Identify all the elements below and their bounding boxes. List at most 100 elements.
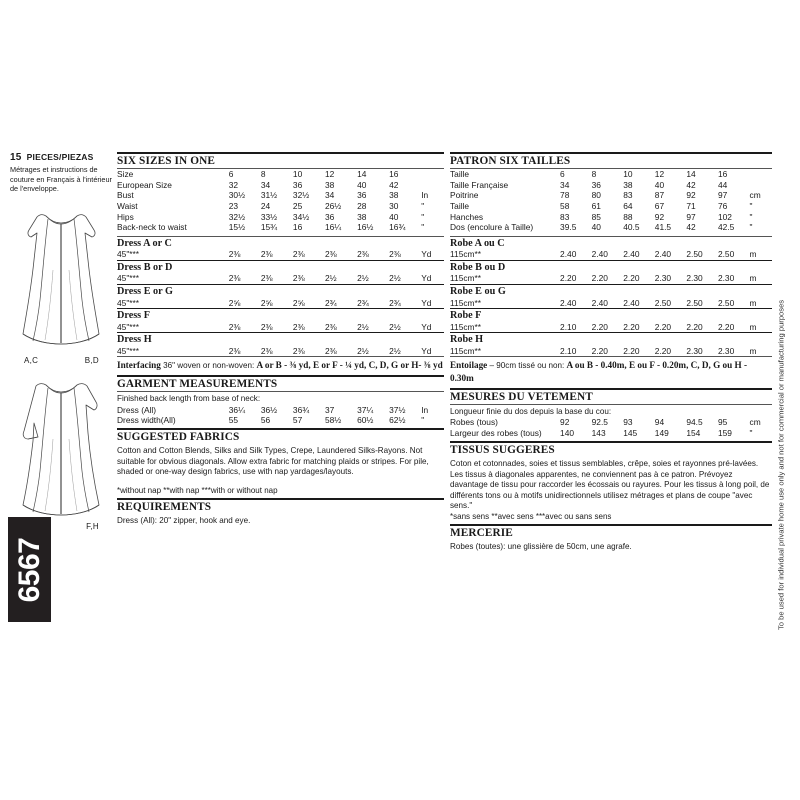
english-size-cell: 34: [260, 179, 271, 190]
english-yardage-unit: Yd: [421, 273, 432, 284]
french-size-cell: 42: [686, 222, 696, 233]
pieces-line: 15 PIECES/PIEZAS: [10, 152, 113, 163]
english-yardage-cell: 2½: [357, 321, 369, 332]
french-size-cell: 41.5: [654, 222, 672, 233]
english-column: SIX SIZES IN ONE Size 6 8 10 12 14 16 European …: [117, 152, 444, 551]
table-row: Taille Française 34 36 38 40 42 44: [450, 180, 772, 191]
french-size-cell: 36: [591, 179, 601, 190]
divider: [117, 428, 444, 431]
french-nap-note: *sans sens **avec sens ***avec ou sans s…: [450, 512, 612, 522]
english-garment-title: GARMENT MEASUREMENTS: [117, 377, 278, 390]
french-yardage-group-title: Robe H: [450, 334, 484, 346]
english-garment-cell: 56: [260, 415, 271, 426]
english-size-unit: [421, 180, 444, 191]
table-row: 45"*** 2⅜ 2⅜ 2⅜ 2⅜ 2½ 2½ Yd: [117, 321, 444, 332]
english-interfacing-detail: A or B - ⅜ yd, E or F - ¼ yd, C, D, G or…: [256, 360, 443, 371]
table-row: Largeur des robes (tous) 140 143 145 149 154 1…: [450, 428, 772, 439]
table-row: 45"*** 2⅜ 2⅜ 2⅜ 2⅜ 2⅜ 2⅜ Yd: [117, 249, 444, 260]
english-size-cell: 34½: [292, 211, 310, 222]
english-size-row-label: Waist: [117, 201, 138, 212]
french-yardage-cell: 2.20: [591, 321, 608, 332]
french-yardage-cell: 2.20: [654, 321, 672, 332]
english-yardage-cell: 2½: [389, 273, 401, 284]
english-yardage-cell: 2⅜: [292, 321, 305, 332]
english-size-cell: 36: [292, 179, 303, 190]
english-garment-table: Dress (All) 36¼ 36½ 36¾ 37 37¼ 37½ In Dress widt…: [117, 404, 444, 426]
english-yardage-cell: 2⅜: [260, 273, 273, 284]
french-size-cell: 102: [717, 211, 732, 222]
dress-line-drawing-eg-fh: [22, 383, 100, 516]
english-fabrics-text: Cotton and Cotton Blends, Silks and Silk…: [117, 446, 429, 477]
french-size-row-label: Taille Française: [450, 179, 509, 190]
english-yardage-cell: 2⅜: [228, 273, 241, 284]
table-row: 45"*** 2⅝ 2⅝ 2⅝ 2¾ 2¾ 2¾ Yd: [117, 297, 444, 308]
french-yardage-unit: m: [749, 273, 757, 284]
french-garment-cell: 149: [654, 427, 669, 438]
divider: [450, 168, 772, 169]
table-row: Dress (All) 36¼ 36½ 36¾ 37 37¼ 37½ In: [117, 404, 444, 415]
french-size-row-label: Taille: [450, 169, 470, 180]
english-size-row-label: Hips: [117, 211, 134, 222]
table-row: 45"*** 2⅜ 2⅜ 2⅜ 2½ 2½ 2½ Yd: [117, 273, 444, 284]
french-size-cell: 6: [560, 169, 565, 180]
english-size-cell: 12: [324, 169, 335, 180]
dress-line-drawing-ac-bd: [22, 214, 100, 345]
pattern-number-block: 6567: [8, 517, 51, 622]
divider: [117, 307, 444, 309]
french-yardage-cell: 2.20: [623, 273, 640, 284]
view-illustration-ac-bd: A,C B,D: [10, 200, 113, 365]
french-size-cell: 87: [654, 190, 665, 201]
french-yardage-group-table: 115cm** 2.40 2.40 2.40 2.50 2.50 2.50 m: [450, 297, 772, 308]
french-interfacing: Entoilage – 90cm tissé ou non: A ou B - …: [450, 357, 772, 385]
french-yardage-cell: 2.20: [560, 273, 577, 284]
english-size-cell: 32½: [292, 190, 310, 201]
english-size-cell: 36: [357, 190, 367, 201]
french-size-cell: 78: [560, 190, 570, 201]
english-size-cell: 16: [389, 169, 399, 180]
english-yardage-cell: 2⅜: [324, 345, 337, 356]
french-yardage-cell: 2.40: [623, 249, 640, 260]
english-nap-note: *without nap **with nap ***with or witho…: [117, 485, 278, 495]
french-size-cell: 80: [591, 190, 601, 201]
english-size-cell: 25: [292, 201, 303, 212]
english-size-cell: 40: [357, 179, 367, 190]
english-yardage-fabric-width: 45"***: [117, 249, 140, 260]
french-size-cell: 42.5: [717, 222, 735, 233]
english-garment-cell: 62½: [389, 415, 406, 426]
english-yardage-cell: 2½: [324, 273, 337, 284]
divider: [117, 390, 444, 392]
legal-notice: To be used for individual private home u…: [772, 150, 790, 630]
french-size-cell: 34: [560, 179, 570, 190]
divider: [450, 307, 772, 309]
divider: [117, 374, 444, 377]
view-label-fh: F,H: [86, 522, 99, 532]
french-yardage-cell: 2.30: [654, 273, 672, 284]
french-yardage-cell: 2.30: [717, 273, 735, 284]
french-yardage-cell: 2.20: [623, 345, 640, 356]
english-yardage-group-table: 45"*** 2⅜ 2⅜ 2⅜ 2⅜ 2½ 2½ Yd: [117, 321, 444, 332]
french-size-unit: [750, 180, 772, 191]
view-labels-top: A,C B,D: [10, 355, 113, 365]
french-yardage-cell: 2.20: [717, 321, 735, 332]
english-yardage-cell: 2¾: [357, 297, 369, 308]
english-garment-cell: 37: [324, 404, 335, 415]
divider: [117, 168, 444, 169]
french-fabrics-text: Coton et cotonnades, soies et tissus sem…: [450, 459, 770, 510]
english-garment-cell: 60½: [357, 415, 374, 426]
english-yardage-cell: 2½: [389, 345, 401, 356]
french-garment-cell: 140: [560, 427, 575, 438]
french-yardage-group-title: Robe B ou D: [450, 262, 506, 274]
english-yardage-cell: 2½: [389, 321, 401, 332]
divider: [450, 403, 772, 405]
english-yardage-cell: 2⅜: [292, 249, 305, 260]
french-yardage-cell: 2.50: [717, 297, 735, 308]
english-size-unit: In: [421, 190, 429, 201]
english-garment-cell: 36¾: [292, 404, 310, 415]
french-interfacing-detail: A ou B - 0.40m, E ou F - 0.20m, C, D, G …: [450, 360, 748, 383]
english-garment-cell: 36¼: [228, 404, 246, 415]
french-garment-row-label: Robes (tous): [450, 417, 498, 428]
french-garment-cell: 93: [623, 417, 633, 428]
english-yardage-cell: 2⅜: [228, 345, 241, 356]
divider: [450, 387, 772, 390]
english-garment-cell: 37½: [389, 404, 406, 415]
